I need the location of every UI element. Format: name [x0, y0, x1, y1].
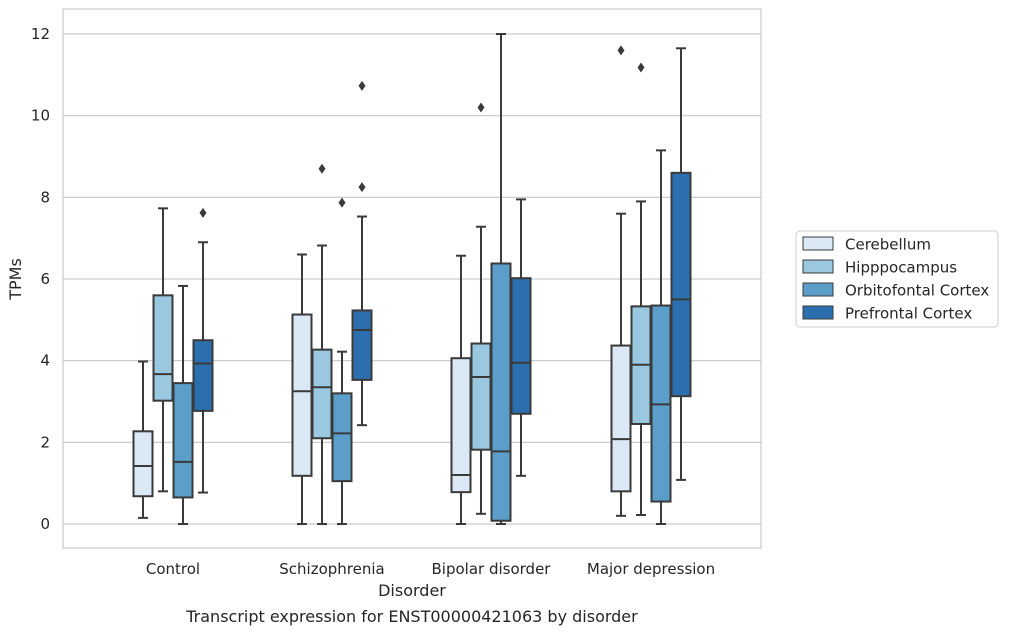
- x-tick-label: Schizophrenia: [279, 560, 384, 578]
- iqr-box: [192, 339, 214, 412]
- legend-label: Prefrontal Cortex: [845, 305, 972, 323]
- outlier-point: [637, 62, 645, 73]
- iqr-box: [670, 171, 692, 398]
- y-tick-label: 4: [40, 352, 50, 370]
- box-group: [291, 253, 313, 525]
- legend-swatch: [802, 236, 834, 251]
- iqr-box: [450, 357, 472, 494]
- iqr-box: [331, 392, 353, 483]
- box-group: [331, 197, 353, 525]
- y-axis-label: TPMs: [6, 258, 25, 301]
- iqr-box: [132, 430, 154, 498]
- outlier-point: [318, 163, 326, 174]
- iqr-box: [291, 313, 313, 477]
- outlier-point: [358, 182, 366, 193]
- box-group: [650, 149, 672, 525]
- legend-label: Cerebellum: [845, 236, 931, 254]
- outlier-point: [617, 45, 625, 56]
- iqr-box: [351, 309, 373, 381]
- y-tick-label: 8: [40, 188, 50, 206]
- y-tick-label: 10: [31, 107, 50, 125]
- y-tick-label: 12: [31, 25, 50, 43]
- iqr-box: [152, 294, 174, 402]
- iqr-box: [470, 342, 492, 451]
- y-tick-label: 6: [40, 270, 50, 288]
- x-tick-labels: Control Schizophrenia Bipolar disorder Majo…: [146, 560, 715, 578]
- box-group: [351, 80, 373, 427]
- iqr-box: [311, 348, 333, 440]
- x-tick-label: Major depression: [587, 560, 715, 578]
- y-tick-label: 0: [40, 515, 50, 533]
- box-group: [490, 33, 512, 525]
- chart-caption: Transcript expression for ENST0000042106…: [185, 607, 638, 626]
- plot-frame: [62, 8, 762, 549]
- legend-label: Hipppocampus: [845, 259, 957, 277]
- box-group: [470, 102, 492, 515]
- iqr-box: [610, 344, 632, 493]
- box-layer: [132, 33, 692, 525]
- legend-frame: [795, 230, 999, 328]
- box-group: [152, 207, 174, 493]
- outlier-point: [477, 102, 485, 113]
- iqr-box: [172, 382, 194, 499]
- box-group: [172, 284, 194, 525]
- legend: Cerebellum Hipppocampus Orbitofontal Corte…: [795, 230, 999, 328]
- iqr-box: [490, 262, 512, 522]
- iqr-box: [510, 277, 532, 415]
- box-group: [610, 45, 632, 517]
- box-group: [510, 198, 532, 477]
- y-tick-labels: 0 2 4 6 8 10 12: [31, 25, 50, 533]
- outlier-point: [199, 207, 207, 218]
- x-tick-label: Bipolar disorder: [432, 560, 552, 578]
- legend-swatch: [802, 259, 834, 274]
- box-group: [192, 207, 214, 494]
- legend-swatch: [802, 282, 834, 297]
- y-tick-label: 2: [40, 433, 50, 451]
- legend-label: Orbitofontal Cortex: [845, 282, 989, 300]
- box-group: [132, 360, 154, 519]
- box-group: [450, 254, 472, 525]
- outlier-point: [358, 80, 366, 91]
- legend-swatch: [802, 305, 834, 320]
- box-group: [670, 47, 692, 481]
- x-tick-label: Control: [146, 560, 200, 578]
- x-axis-label: Disorder: [378, 581, 446, 600]
- box-group: [311, 163, 333, 525]
- outlier-point: [338, 197, 346, 208]
- box-group: [630, 62, 652, 517]
